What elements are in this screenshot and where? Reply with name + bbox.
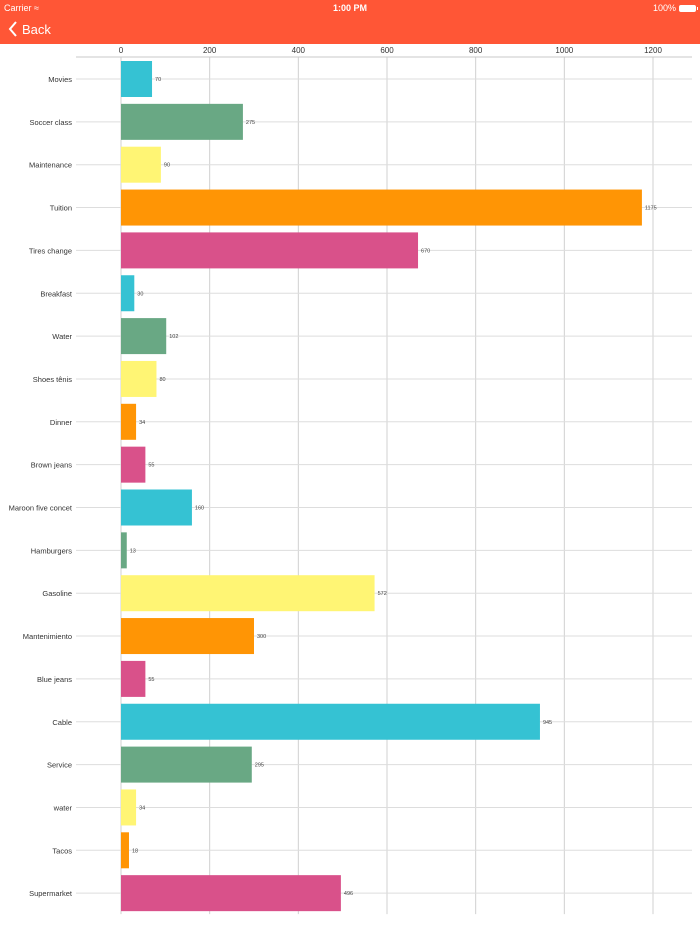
data-label: 295	[255, 763, 264, 769]
category-label: Tacos	[52, 846, 72, 855]
bar	[121, 103, 243, 140]
data-label: 18	[132, 848, 138, 854]
wifi-icon: ≈	[34, 3, 39, 13]
x-tick-label: 200	[203, 46, 217, 55]
data-label: 572	[378, 591, 387, 597]
data-label: 670	[421, 248, 430, 254]
back-button[interactable]: Back	[8, 20, 51, 38]
status-bar: Carrier ≈ 1:00 PM 100%	[0, 0, 700, 16]
bar	[121, 575, 375, 612]
bar	[121, 403, 137, 440]
bar	[121, 318, 167, 355]
chevron-left-icon	[8, 21, 17, 37]
bar	[121, 61, 153, 97]
bar	[121, 275, 135, 312]
navigation-bar: Carrier ≈ 1:00 PM 100% Back	[0, 0, 700, 44]
data-label: 945	[543, 720, 552, 726]
category-label: Dinner	[50, 418, 73, 427]
battery-icon	[679, 4, 698, 12]
x-tick-label: 400	[292, 46, 306, 55]
data-label: 1175	[645, 206, 657, 212]
category-label: Mantenimiento	[23, 632, 72, 641]
data-label: 90	[164, 163, 170, 169]
bar	[121, 660, 146, 697]
bar	[121, 703, 540, 740]
category-label: Maroon five concet	[9, 504, 73, 513]
category-label: Gasoline	[42, 589, 72, 598]
category-label: Cable	[52, 718, 72, 727]
category-label: Brown jeans	[31, 461, 73, 470]
data-label: 55	[148, 463, 154, 469]
x-tick-label: 1200	[644, 46, 662, 55]
bar	[121, 532, 127, 569]
bar	[121, 875, 341, 912]
category-label: Blue jeans	[37, 675, 72, 684]
data-label: 55	[148, 677, 154, 683]
data-label: 80	[159, 377, 165, 383]
category-label: Shoes tênis	[33, 375, 72, 384]
carrier-label: Carrier ≈	[4, 3, 39, 13]
data-label: 34	[139, 805, 145, 811]
bar	[121, 789, 137, 826]
category-label: Water	[52, 332, 72, 341]
category-label: Supermarket	[29, 889, 73, 898]
category-label: Movies	[48, 75, 72, 84]
battery-indicator: 100%	[653, 3, 698, 13]
bar	[121, 618, 254, 655]
category-label: Soccer class	[29, 118, 72, 127]
category-label: Hamburgers	[31, 546, 73, 555]
category-label: Maintenance	[29, 161, 72, 170]
data-label: 102	[169, 334, 178, 340]
data-label: 70	[155, 77, 161, 83]
x-tick-label: 800	[469, 46, 483, 55]
bar-chart: 0 200 400 600 800 1000 1200 Movies 70 Soccer clas…	[9, 46, 692, 915]
bar	[121, 446, 146, 483]
bar	[121, 489, 192, 526]
bar	[121, 832, 129, 869]
data-label: 30	[137, 291, 143, 297]
category-label: Service	[47, 761, 72, 770]
category-label: water	[53, 803, 73, 812]
data-label: 160	[195, 506, 204, 512]
x-tick-label: 600	[380, 46, 394, 55]
category-label: Breakfast	[40, 289, 73, 298]
category-label: Tuition	[50, 204, 72, 213]
bar	[121, 232, 419, 269]
category-label: Tires change	[29, 246, 72, 255]
data-label: 34	[139, 420, 145, 426]
back-label: Back	[22, 21, 51, 37]
bar	[121, 189, 642, 226]
data-label: 300	[257, 634, 266, 640]
data-label: 13	[130, 548, 136, 554]
bar	[121, 746, 252, 783]
bar	[121, 146, 161, 183]
x-tick-label: 1000	[555, 46, 573, 55]
data-label: 496	[344, 891, 353, 897]
x-tick-label: 0	[119, 46, 124, 55]
bar	[121, 360, 157, 397]
clock: 1:00 PM	[332, 3, 367, 13]
data-label: 275	[246, 120, 255, 126]
